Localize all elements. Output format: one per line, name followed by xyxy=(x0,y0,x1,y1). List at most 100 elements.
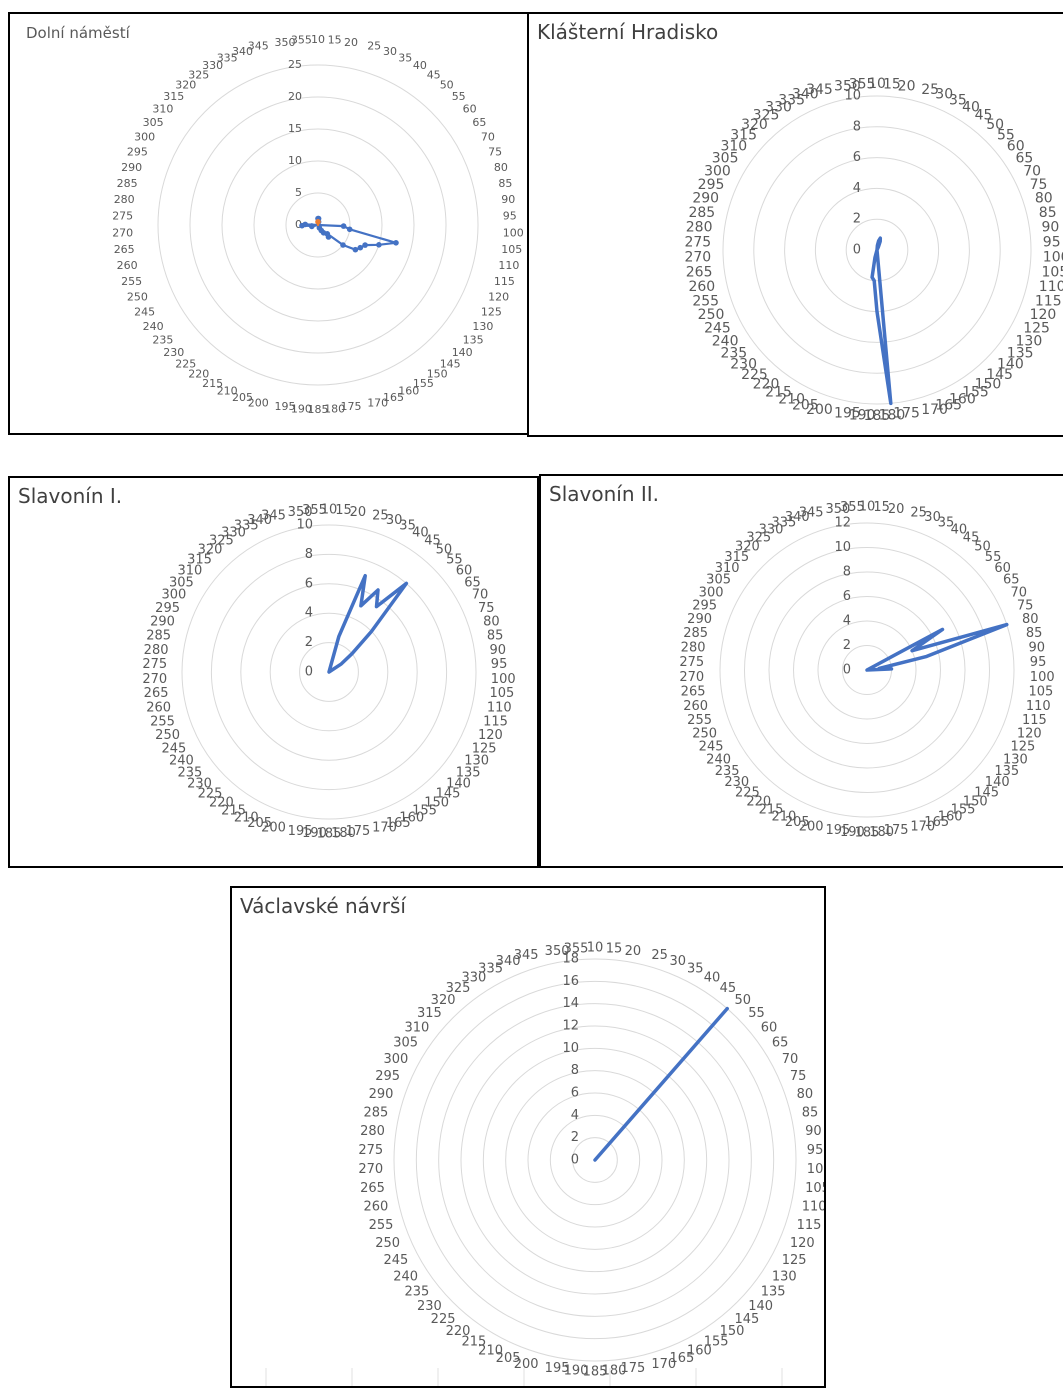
radial-tick-label: 25 xyxy=(288,58,302,71)
angle-label: 110 xyxy=(1026,699,1051,714)
angle-label: 240 xyxy=(393,1269,418,1284)
angle-label: 240 xyxy=(143,320,164,333)
angle-label: 125 xyxy=(481,306,502,319)
angle-label: 255 xyxy=(687,713,712,728)
angle-label: 195 xyxy=(288,824,313,839)
angle-label: 310 xyxy=(404,1020,429,1035)
radial-tick-label: 0 xyxy=(843,663,851,678)
radial-tick-label: 10 xyxy=(844,89,861,104)
angle-label: 135 xyxy=(761,1285,786,1300)
angle-label: 110 xyxy=(802,1200,826,1215)
angle-label: 105 xyxy=(501,243,522,256)
radial-tick-label: 10 xyxy=(834,540,851,555)
angle-label: 280 xyxy=(681,641,706,656)
angle-label: 290 xyxy=(369,1087,394,1102)
angle-label: 95 xyxy=(807,1143,824,1158)
angle-label: 345 xyxy=(248,40,269,53)
angle-label: 260 xyxy=(117,259,138,272)
angle-label: 250 xyxy=(127,291,148,304)
radial-tick-label: 8 xyxy=(571,1063,579,1078)
data-point xyxy=(353,247,359,253)
angle-label: 345 xyxy=(799,505,824,520)
angle-label: 195 xyxy=(825,823,850,838)
angle-label: 55 xyxy=(748,1006,765,1021)
radial-tick-label: 4 xyxy=(843,614,851,629)
angle-label: 90 xyxy=(805,1124,822,1139)
angle-label: 265 xyxy=(686,264,713,280)
angle-label: 355 xyxy=(302,503,327,518)
angle-label: 75 xyxy=(488,145,502,158)
angle-label: 290 xyxy=(692,191,719,207)
radar-chart: 1015202530354045505560657075808590951001… xyxy=(232,888,826,1388)
angle-label: 270 xyxy=(684,249,711,265)
angle-label: 10 xyxy=(311,33,325,46)
angle-label: 85 xyxy=(487,629,504,644)
angle-label: 95 xyxy=(1043,235,1061,251)
angle-label: 260 xyxy=(146,701,171,716)
radial-tick-label: 2 xyxy=(571,1130,579,1145)
angle-label: 80 xyxy=(483,614,500,629)
angle-label: 245 xyxy=(134,306,155,319)
angle-label: 295 xyxy=(155,601,180,616)
angle-label: 35 xyxy=(687,962,704,977)
angle-label: 315 xyxy=(417,1006,442,1021)
angle-label: 265 xyxy=(114,243,135,256)
angle-label: 25 xyxy=(367,40,381,53)
radial-tick-label: 4 xyxy=(571,1108,579,1123)
radial-tick-label: 14 xyxy=(562,996,579,1011)
radial-tick-label: 2 xyxy=(305,635,313,650)
angle-label: 125 xyxy=(782,1253,807,1268)
angle-label: 255 xyxy=(121,275,142,288)
angle-label: 105 xyxy=(805,1181,826,1196)
data-point xyxy=(302,222,308,228)
angle-label: 85 xyxy=(802,1105,819,1120)
radial-tick-label: 12 xyxy=(562,1019,579,1034)
angle-label: 310 xyxy=(152,103,173,116)
angle-label: 65 xyxy=(472,116,486,129)
angle-label: 90 xyxy=(490,643,507,658)
angle-label: 170 xyxy=(910,820,935,835)
angle-label: 80 xyxy=(797,1087,814,1102)
radial-tick-label: 8 xyxy=(853,119,861,134)
angle-label: 275 xyxy=(358,1143,383,1158)
radial-tick-label: 2 xyxy=(843,638,851,653)
angle-label: 295 xyxy=(127,145,148,158)
angle-label: 260 xyxy=(363,1200,388,1215)
angle-label: 75 xyxy=(790,1069,807,1084)
angle-label: 10 xyxy=(587,941,604,956)
series-line xyxy=(329,576,406,672)
angle-label: 285 xyxy=(146,629,171,644)
angle-label: 65 xyxy=(772,1036,789,1051)
angle-label: 315 xyxy=(163,90,184,103)
angle-label: 275 xyxy=(679,655,704,670)
radial-tick-label: 6 xyxy=(571,1086,579,1101)
angle-label: 80 xyxy=(1022,612,1039,627)
angle-label: 285 xyxy=(688,205,715,221)
angle-label: 55 xyxy=(452,90,466,103)
data-point xyxy=(315,219,321,225)
angle-label: 45 xyxy=(427,68,441,81)
radial-tick-label: 4 xyxy=(853,181,861,196)
radial-tick-label: 10 xyxy=(296,518,313,533)
angle-label: 260 xyxy=(688,279,715,295)
angle-label: 100 xyxy=(491,672,516,687)
angle-label: 305 xyxy=(393,1036,418,1051)
angle-label: 20 xyxy=(888,502,905,517)
angle-label: 70 xyxy=(782,1052,799,1067)
angle-label: 230 xyxy=(417,1299,442,1314)
data-point xyxy=(347,227,353,233)
angle-label: 95 xyxy=(1030,655,1047,670)
angle-label: 15 xyxy=(606,941,623,956)
angle-label: 115 xyxy=(494,275,515,288)
angle-label: 60 xyxy=(761,1020,778,1035)
angle-label: 280 xyxy=(144,643,169,658)
angle-label: 290 xyxy=(150,614,175,629)
series-line xyxy=(595,1009,727,1160)
angle-label: 170 xyxy=(921,402,948,418)
data-point xyxy=(358,245,364,251)
